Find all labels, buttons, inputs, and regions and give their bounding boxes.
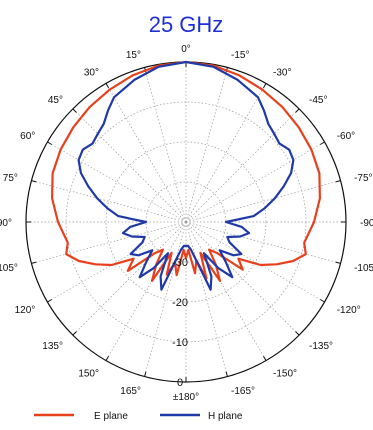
outer-tick [31,180,37,183]
angle-tick-label: -105° [354,263,373,274]
angle-tick-label: 75° [3,173,18,184]
outer-tick [295,331,300,336]
grid-spoke [31,180,187,223]
grid-spoke [105,221,187,361]
legend-label-e-plane: E plane [94,411,128,422]
outer-tick [263,355,267,361]
grid-spoke [31,221,187,264]
angle-tick-label: 165° [120,386,141,397]
series-line-h-plane [77,60,295,291]
angle-tick-labels: 0° -15° -30° -45° -60° -75° -90° -105° -120° -135… [0,44,373,403]
grid-spoke [185,180,341,223]
grid-spoke [72,108,187,223]
angle-tick-label: -15° [231,50,249,61]
radial-tick-label: -30 [172,257,188,269]
angle-tick-label: -60° [337,131,355,142]
grid-spoke [47,141,187,223]
grid-spoke [72,221,187,336]
radial-tick-label: -10 [172,337,188,349]
legend-label-h-plane: H plane [208,411,243,422]
grid-spoke [185,221,325,303]
angle-tick-label: ±180° [173,392,199,403]
angle-tick-label: 135° [42,341,63,352]
series-line-e-plane [51,60,321,282]
grid-spoke [185,67,228,223]
polar-grid [25,61,347,383]
radial-tick-labels: -30 -20 -10 0 [172,257,188,389]
angle-tick-label: -90° [360,218,373,229]
outer-tick [144,371,147,377]
outer-tick [105,83,109,89]
legend: E plane H plane [34,411,243,422]
outer-tick [105,355,109,361]
angle-tick-label: 105° [0,263,18,274]
grid-spoke [144,67,187,223]
outer-tick [263,83,267,89]
angle-tick-label: -150° [273,369,297,380]
grid-spoke [105,83,187,223]
outer-tick [47,141,53,145]
angle-tick-label: 45° [48,95,63,106]
outer-tick [47,299,53,303]
outer-tick [295,108,300,113]
grid-spoke [185,221,267,361]
grid-spoke [185,108,300,223]
grid-spoke [185,221,300,336]
angle-tick-label: 150° [78,369,99,380]
outer-tick [335,180,341,183]
outer-tick [319,299,325,303]
outer-tick [225,371,228,377]
angle-tick-label: 90° [0,218,12,229]
angle-tick-label: 60° [20,131,35,142]
angle-tick-label: -165° [231,386,255,397]
angle-tick-label: -75° [354,173,372,184]
angle-tick-label: 30° [84,67,99,78]
grid-spoke [144,221,187,377]
angle-tick-label: 120° [15,305,36,316]
outer-tick [31,261,37,264]
radial-tick-label: -20 [172,297,188,309]
grid-spoke [47,221,187,303]
angle-tick-label: -30° [273,67,291,78]
angle-tick-label: 0° [181,44,191,55]
outer-tick [72,108,77,113]
grid-spoke [185,221,341,264]
angle-tick-label: -120° [337,305,361,316]
grid-spoke [185,221,228,377]
angle-tick-label: -135° [309,341,333,352]
grid-spoke [185,83,267,223]
angle-tick-label: 15° [126,50,141,61]
outer-tick [335,261,341,264]
grid-spoke [185,141,325,223]
angle-tick-label: -45° [309,95,327,106]
chart-title: 25 GHz [149,12,224,37]
outer-tick [319,141,325,145]
radial-tick-label: 0 [177,377,183,389]
grid-ring [105,141,267,303]
series-layer [51,60,321,291]
outer-tick [72,331,77,336]
